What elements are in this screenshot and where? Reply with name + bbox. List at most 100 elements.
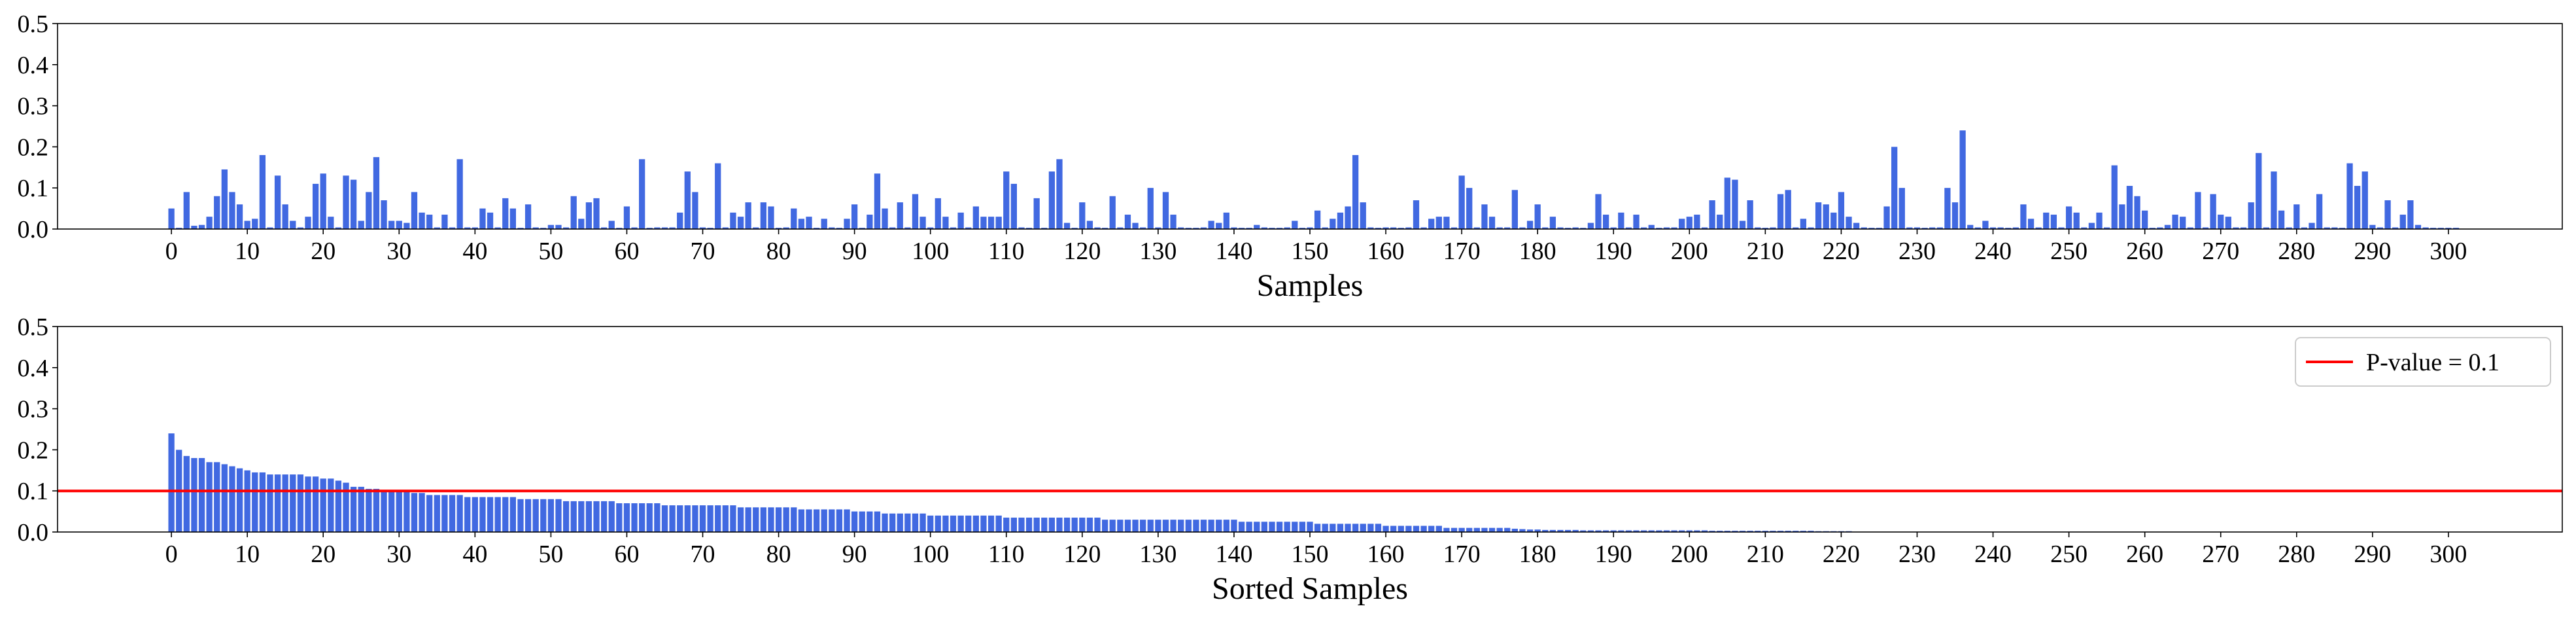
- bottom-bar-113: [1025, 518, 1033, 532]
- top-bar-206: [1732, 179, 1738, 229]
- top-bar-227: [1891, 147, 1898, 229]
- top-bar-280: [2293, 204, 2300, 229]
- top-bar-170: [1458, 175, 1465, 229]
- top-bar-69: [692, 192, 698, 229]
- bottom-bar-140: [1231, 520, 1237, 532]
- bottom-bar-67: [677, 505, 683, 532]
- bottom-bar-135: [1193, 520, 1199, 532]
- top-bar-286: [2339, 228, 2346, 229]
- bottom-bar-171: [1466, 527, 1473, 532]
- bottom-bar-89: [844, 509, 850, 532]
- top-bar-283: [2316, 194, 2323, 229]
- bottom-bar-150: [1307, 522, 1313, 532]
- top-bar-56: [593, 198, 600, 229]
- top-bar-128: [1140, 227, 1146, 229]
- bottom-bar-48: [532, 499, 539, 532]
- bottom-bar-82: [791, 507, 797, 532]
- top-bar-134: [1185, 228, 1192, 229]
- bottom-bar-55: [585, 501, 592, 532]
- top-bar-22: [335, 227, 342, 229]
- top-bar-250: [2065, 206, 2072, 229]
- bottom-bar-198: [1671, 530, 1677, 532]
- bottom-bar-201: [1694, 530, 1700, 532]
- top-bar-107: [980, 217, 987, 229]
- bottom-bar-84: [806, 509, 812, 532]
- top-bar-223: [1861, 227, 1867, 229]
- top-bar-11: [252, 219, 258, 229]
- bottom-bar-81: [783, 507, 789, 532]
- top-bar-8: [229, 192, 235, 229]
- bottom-bar-36: [441, 495, 448, 532]
- top-bar-284: [2324, 227, 2330, 229]
- top-bar-24: [350, 179, 357, 229]
- bottom-bar-181: [1542, 529, 1549, 532]
- bottom-bar-208: [1747, 531, 1753, 532]
- bottom-bar-202: [1701, 530, 1708, 532]
- top-bar-32: [411, 192, 418, 229]
- bottom-bar-69: [692, 505, 698, 532]
- bottom-bar-74: [730, 505, 736, 532]
- bottom-bar-114: [1033, 518, 1040, 532]
- top-bar-288: [2354, 186, 2361, 229]
- bottom-bar-209: [1755, 531, 1761, 532]
- top-xtick-label-8: 80: [766, 238, 791, 265]
- top-xtick-label-28: 280: [2278, 238, 2315, 265]
- top-bar-263: [2164, 224, 2171, 229]
- top-bar-84: [806, 217, 812, 229]
- bottom-bar-131: [1162, 520, 1169, 532]
- top-bar-179: [1526, 221, 1534, 229]
- bottom-bar-26: [366, 489, 372, 532]
- top-bar-1: [176, 228, 182, 229]
- bottom-bar-207: [1739, 531, 1746, 532]
- bottom-xtick-label-1: 10: [235, 541, 260, 568]
- bottom-xtick-label-29: 290: [2354, 541, 2391, 568]
- top-bar-146: [1276, 228, 1283, 229]
- bottom-bar-25: [358, 486, 364, 532]
- top-bar-300: [2445, 228, 2452, 229]
- top-bar-9: [236, 204, 243, 229]
- top-xtick-label-24: 240: [1974, 238, 2012, 265]
- bottom-bar-13: [267, 474, 273, 532]
- top-bar-225: [1876, 228, 1883, 229]
- top-bar-155: [1345, 206, 1351, 229]
- top-xtick-label-23: 230: [1898, 238, 1936, 265]
- top-bar-111: [1010, 183, 1017, 229]
- top-bar-209: [1755, 227, 1761, 229]
- bottom-bar-138: [1216, 520, 1222, 532]
- top-bar-135: [1193, 228, 1199, 229]
- bottom-bar-179: [1526, 529, 1534, 532]
- top-bar-169: [1451, 227, 1458, 229]
- top-bar-151: [1314, 210, 1321, 229]
- top-bar-62: [639, 159, 645, 229]
- top-bar-129: [1147, 188, 1154, 229]
- top-xtick-label-19: 190: [1595, 238, 1632, 265]
- bottom-bar-157: [1360, 523, 1366, 532]
- top-bar-6: [214, 196, 220, 229]
- bottom-bar-58: [608, 501, 615, 532]
- top-bar-0: [168, 208, 175, 229]
- top-bar-133: [1178, 227, 1184, 229]
- top-bar-71: [707, 228, 713, 229]
- top-bar-130: [1155, 227, 1161, 229]
- top-bar-124: [1109, 196, 1116, 229]
- bottom-bar-176: [1504, 527, 1511, 532]
- top-bar-120: [1079, 202, 1086, 229]
- top-bar-45: [509, 208, 516, 229]
- top-bar-221: [1846, 217, 1852, 229]
- top-xtick-label-15: 150: [1292, 238, 1329, 265]
- bottom-bar-97: [904, 513, 911, 532]
- top-bar-42: [487, 212, 494, 229]
- bottom-bar-172: [1473, 527, 1480, 532]
- top-bar-271: [2225, 217, 2231, 229]
- bottom-bar-134: [1185, 520, 1192, 532]
- bottom-bar-21: [328, 478, 334, 532]
- bottom-bar-30: [396, 491, 402, 532]
- bottom-xtick-label-26: 260: [2126, 541, 2163, 568]
- top-bar-195: [1648, 224, 1655, 229]
- top-bar-10: [244, 221, 250, 229]
- top-bar-125: [1117, 227, 1124, 229]
- bottom-bar-51: [555, 499, 562, 532]
- top-bar-299: [2437, 228, 2444, 229]
- top-bar-64: [654, 227, 661, 229]
- bottom-bar-78: [760, 507, 766, 532]
